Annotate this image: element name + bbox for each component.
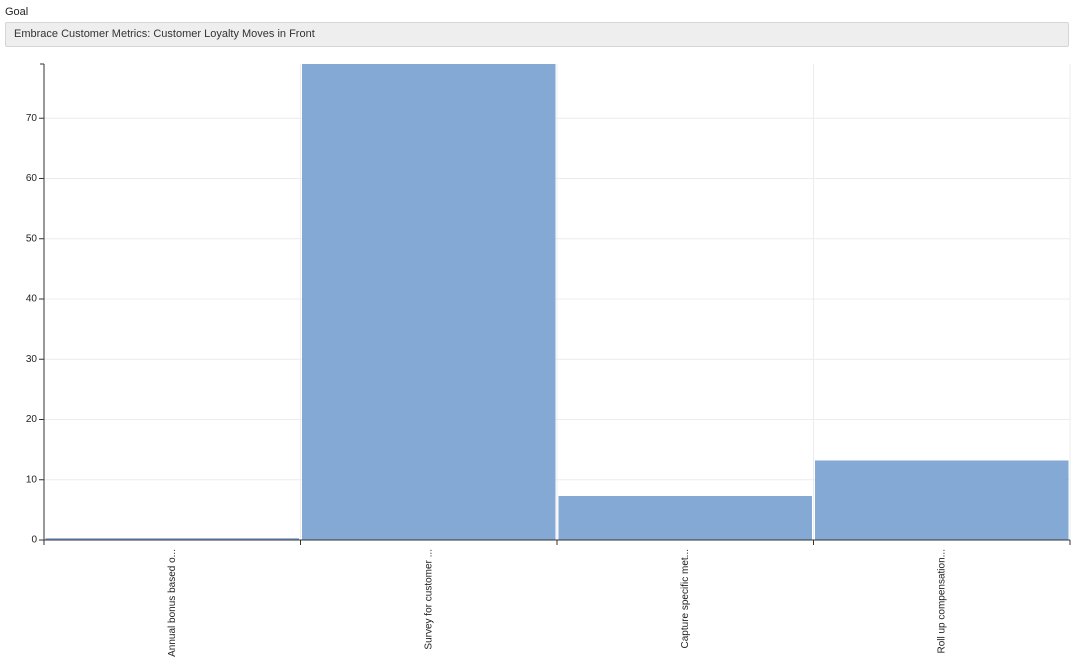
y-tick-label: 60 [26,173,38,184]
goal-field[interactable]: Embrace Customer Metrics: Customer Loyal… [5,22,1069,47]
x-tick-label: Roll up compensation... [936,549,947,654]
x-tick-label: Annual bonus based o... [167,549,178,657]
y-tick-label: 30 [26,354,38,365]
bar [45,538,299,540]
bar [558,496,812,540]
y-tick-label: 0 [31,535,37,546]
y-tick-label: 50 [26,233,38,244]
x-tick-label: Capture specific met... [680,549,691,648]
y-tick-label: 40 [26,294,38,305]
y-tick-label: 20 [26,414,38,425]
goal-label: Goal [5,6,29,18]
bar [302,64,556,540]
x-tick-label: Survey for customer ... [423,549,434,650]
y-tick-label: 10 [26,474,38,485]
y-tick-label: 70 [26,113,38,124]
bar [815,460,1069,540]
